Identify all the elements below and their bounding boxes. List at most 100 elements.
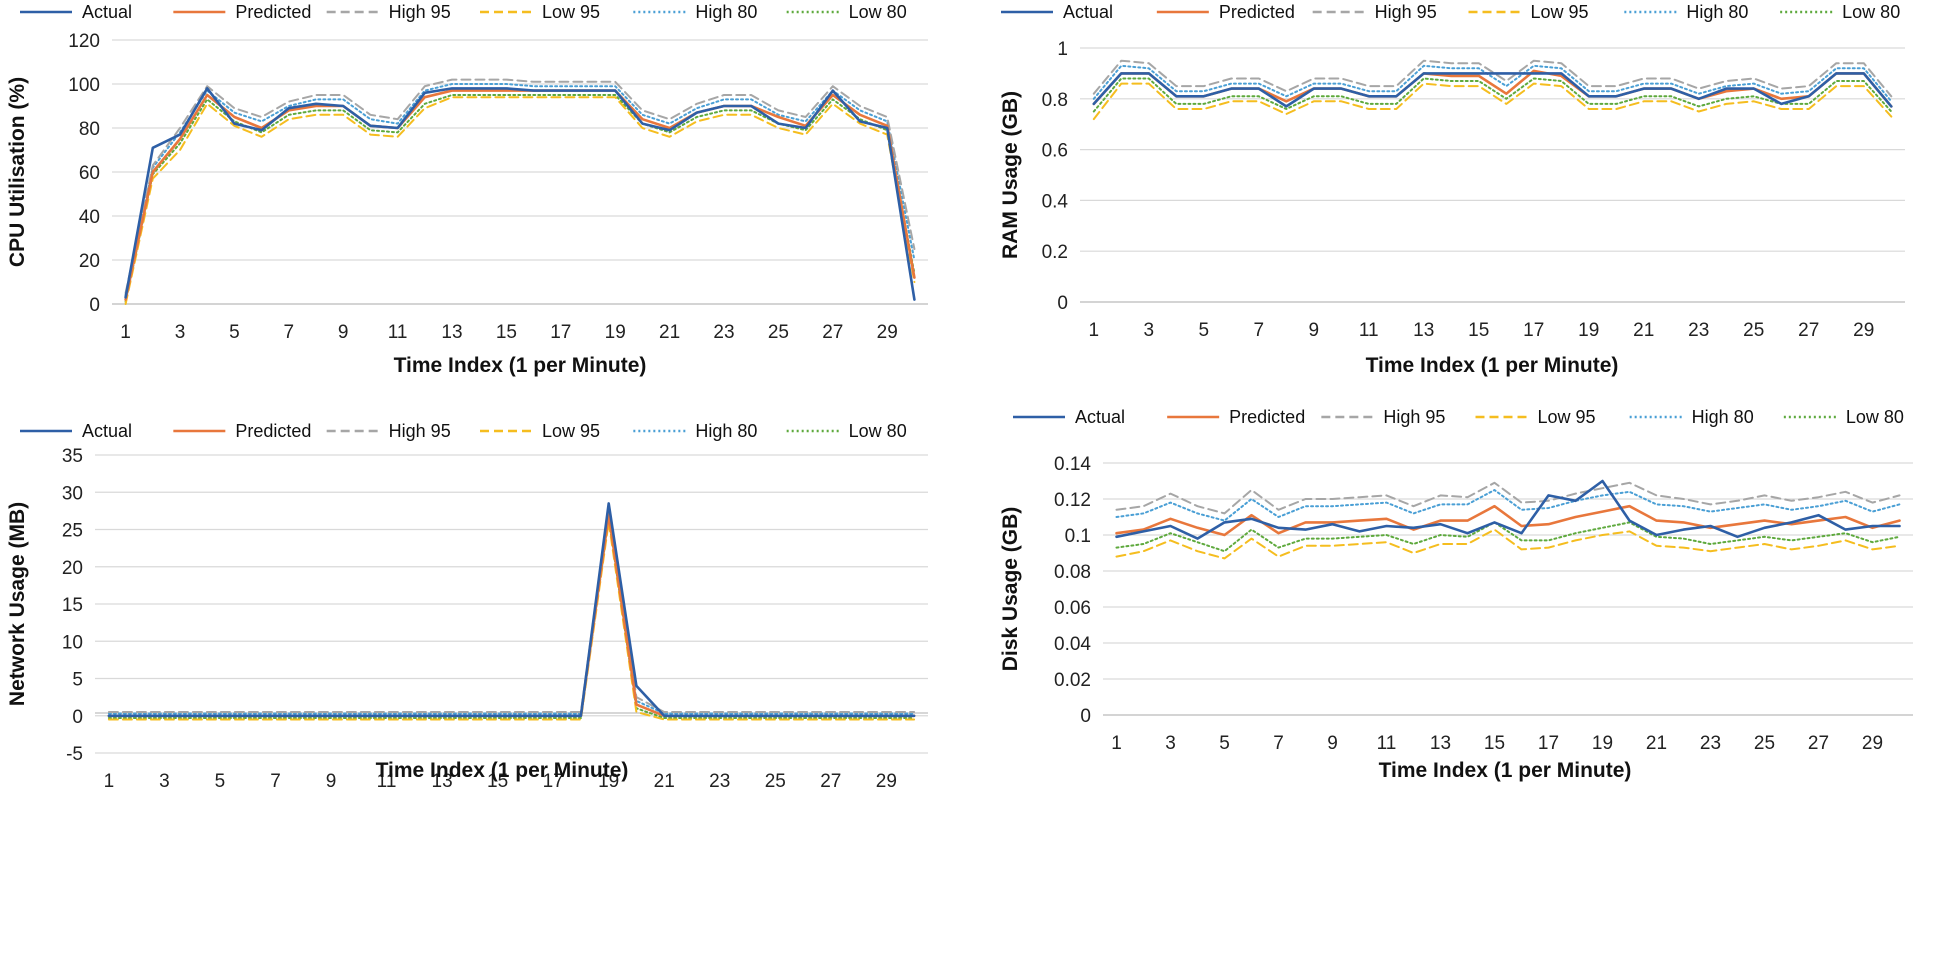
chart-panel-cpu: 0 20 40 60 80 100 120 1 3 5 7 9 11 13 15 17 19 21 23 25 27 29… <box>0 0 950 390</box>
y-tick-label: 1 <box>1057 39 1068 60</box>
series-line-high-95 <box>107 506 916 713</box>
y-tick-label: -5 <box>66 744 83 765</box>
x-tick-label: 19 <box>1592 733 1613 754</box>
x-tick-label: 29 <box>1853 320 1874 341</box>
series-line-low-95 <box>1092 82 1893 121</box>
chart-disk: 00.020.040.060.080.10.120.141 3 5 7 9 11 13 15 1… <box>999 407 1913 782</box>
series-line-low-95 <box>124 96 916 305</box>
legend-item: Low 95 <box>480 2 600 22</box>
x-tick-label: 9 <box>1308 320 1319 341</box>
legend-label: High 95 <box>389 2 451 22</box>
series-line-low-80 <box>1115 521 1901 553</box>
chart-panel-disk: 0 0.02 0.04 0.06 0.08 0.1 0.12 0.14 1 3 5 7 9 11 13 15 1… <box>985 405 1935 971</box>
y-axis-title: CPU Utilisation (%) <box>6 77 29 267</box>
legend-item: Actual <box>1001 2 1113 22</box>
x-tick-label: 19 <box>598 771 619 792</box>
series-line-high-80 <box>1092 64 1893 103</box>
x-tick-label: 11 <box>377 771 397 792</box>
x-axis-title: Time Index (1 per Minute) <box>1366 354 1619 377</box>
series-line-high-80 <box>107 509 916 715</box>
y-tick-label: 0 <box>89 295 100 316</box>
y-tick-label: 0.02 <box>1054 670 1091 691</box>
x-axis-title: Time Index (1 per Minute) <box>394 354 647 377</box>
series-line-actual <box>1115 479 1901 540</box>
y-tick-label: 120 <box>68 31 100 52</box>
x-tick-label: 5 <box>215 771 226 792</box>
x-tick-label: 23 <box>709 771 730 792</box>
x-tick-label: 19 <box>605 322 626 343</box>
y-tick-label: 0 <box>72 707 83 728</box>
chart-ram: 00.20.40.60.811 3 5 7 9 11 13 15 17 19 21 23 25 27 29 … <box>999 2 1905 377</box>
legend-label: Predicted <box>1229 407 1305 427</box>
legend-label: Actual <box>82 421 132 441</box>
x-tick-label: 19 <box>1578 320 1599 341</box>
legend-item: Actual <box>1013 407 1125 427</box>
legend-item: Low 80 <box>1783 407 1904 427</box>
x-tick-label: 15 <box>1468 320 1489 341</box>
x-tick-label: 7 <box>284 322 295 343</box>
y-tick-label: 0.4 <box>1042 191 1069 212</box>
legend-label: Actual <box>1075 407 1125 427</box>
x-tick-label: 3 <box>1165 733 1176 754</box>
x-tick-label: 9 <box>1327 733 1338 754</box>
legend-item: High 95 <box>326 421 451 441</box>
series-line-low-80 <box>107 517 916 719</box>
series-line-low-95 <box>107 521 916 721</box>
legend-label: Actual <box>82 2 132 22</box>
legend-label: Predicted <box>1219 2 1295 22</box>
y-tick-label: 15 <box>62 595 83 616</box>
legend-item: Low 80 <box>1780 2 1900 22</box>
legend-label: High 80 <box>695 2 757 22</box>
legend-label: Predicted <box>235 421 311 441</box>
x-tick-label: 5 <box>229 322 240 343</box>
x-tick-label: 7 <box>270 771 281 792</box>
legend-item: High 95 <box>326 2 451 22</box>
y-tick-label: 25 <box>62 521 83 542</box>
series-line-high-80 <box>124 83 916 297</box>
y-tick-label: 0.08 <box>1054 562 1091 583</box>
series-line-actual <box>107 502 916 718</box>
y-tick-label: 60 <box>79 163 100 184</box>
x-tick-label: 11 <box>1359 320 1379 341</box>
legend-label: Low 80 <box>1846 407 1904 427</box>
legend-item: Predicted <box>1167 407 1305 427</box>
y-tick-label: 35 <box>62 446 83 467</box>
series-line-actual <box>124 87 916 301</box>
legend-label: Low 95 <box>542 421 600 441</box>
x-tick-label: 21 <box>1646 733 1667 754</box>
y-tick-label: 0.8 <box>1042 90 1068 111</box>
x-tick-label: 29 <box>877 322 898 343</box>
y-tick-label: 0 <box>1080 706 1091 727</box>
series-line-predicted <box>124 89 916 301</box>
x-tick-label: 1 <box>1088 320 1099 341</box>
legend-label: High 95 <box>1383 407 1445 427</box>
x-tick-label: 3 <box>159 771 170 792</box>
x-tick-label: 5 <box>1219 733 1230 754</box>
x-tick-label: 15 <box>487 771 508 792</box>
y-tick-label: 0.06 <box>1054 598 1091 619</box>
x-tick-label: 17 <box>1523 320 1544 341</box>
legend-item: Low 80 <box>786 2 907 22</box>
x-tick-label: 15 <box>496 322 517 343</box>
legend-label: Low 95 <box>542 2 600 22</box>
x-axis-title: Time Index (1 per Minute) <box>1379 759 1632 782</box>
series-line-low-80 <box>1092 77 1893 113</box>
x-tick-label: 23 <box>1688 320 1709 341</box>
legend-label: Predicted <box>235 2 311 22</box>
y-tick-label: 0.12 <box>1054 490 1091 511</box>
y-tick-label: 20 <box>79 251 100 272</box>
x-tick-label: 1 <box>120 322 131 343</box>
x-tick-label: 29 <box>876 771 897 792</box>
legend-item: Predicted <box>173 421 311 441</box>
chart-panel-ram: 0 0.2 0.4 0.6 0.8 1 1 3 5 7 9 11 13 15 17 19 21 23 25 27 29 … <box>985 0 1935 390</box>
series-line-predicted <box>107 513 916 718</box>
legend-item: High 95 <box>1312 2 1437 22</box>
series-line-high-95 <box>1115 481 1901 515</box>
x-tick-label: 25 <box>768 322 789 343</box>
legend-label: Low 80 <box>849 2 907 22</box>
legend-label: Low 95 <box>1531 2 1589 22</box>
x-tick-label: 27 <box>1798 320 1819 341</box>
x-tick-label: 3 <box>175 322 186 343</box>
